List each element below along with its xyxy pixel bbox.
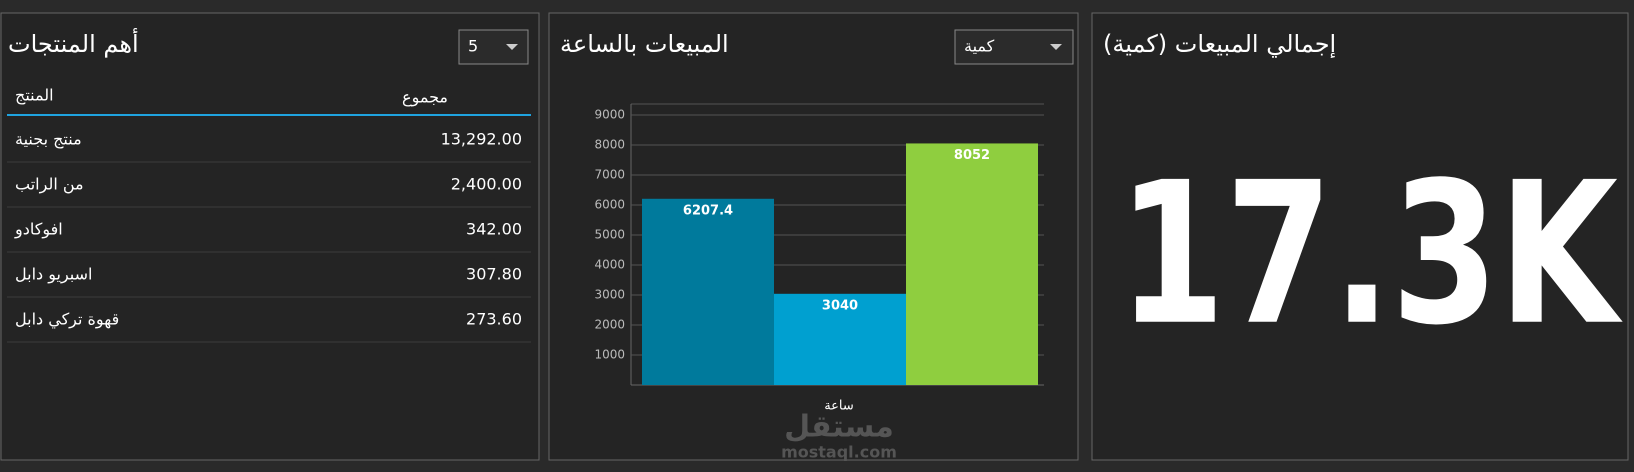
products-dropdown[interactable] (458, 29, 529, 65)
product-total: 273.60 (466, 310, 522, 329)
column-header: المنتج (15, 86, 54, 105)
bar (642, 198, 774, 385)
x-axis-label: ساعة (824, 399, 854, 414)
data-label: 6207.4 (683, 203, 733, 218)
bar (774, 293, 906, 385)
product-name: اسبريو دابل (15, 265, 92, 285)
products-title: أهم المنتجات (8, 28, 139, 58)
product-name: قهوة تركي دابل (15, 310, 119, 330)
data-label: 3040 (822, 298, 858, 313)
y-tick-label: 3000 (594, 288, 625, 302)
dropdown-arrow (1050, 44, 1062, 50)
product-name: منتج بجنية (15, 130, 82, 149)
y-tick-label: 1000 (594, 348, 625, 362)
product-total: 307.80 (466, 265, 522, 284)
data-label: 8052 (954, 148, 990, 163)
y-tick-label: 4000 (594, 258, 625, 272)
y-tick-label: 8000 (594, 138, 625, 152)
bar (906, 143, 1038, 385)
products-panel (0, 12, 540, 461)
product-total: 2,400.00 (451, 175, 522, 194)
products-dropdown-value: 5 (468, 37, 478, 56)
watermark-brand: مستقل (784, 410, 894, 445)
watermark-site: mostaql.com (781, 443, 897, 462)
product-total: 342.00 (466, 220, 522, 239)
kpi-title: إجمالي المبيعات (كمية) (1103, 30, 1336, 59)
y-tick-label: 7000 (594, 168, 625, 182)
column-header: مجموع (402, 88, 448, 108)
y-tick-label: 5000 (594, 228, 625, 242)
y-tick-label: 2000 (594, 318, 625, 332)
y-tick-label: 9000 (594, 108, 625, 122)
dropdown-arrow (506, 44, 518, 50)
product-name: افوكادو (14, 220, 63, 240)
product-total: 13,292.00 (441, 130, 522, 149)
y-tick-label: 6000 (594, 198, 625, 212)
product-name: من الراتب (15, 175, 84, 195)
kpi-value: 17.3K (1118, 141, 1623, 369)
chart-dropdown-value: كمية (964, 37, 995, 56)
kpi-panel (1091, 12, 1629, 461)
chart-title: المبيعات بالساعة (560, 30, 729, 58)
